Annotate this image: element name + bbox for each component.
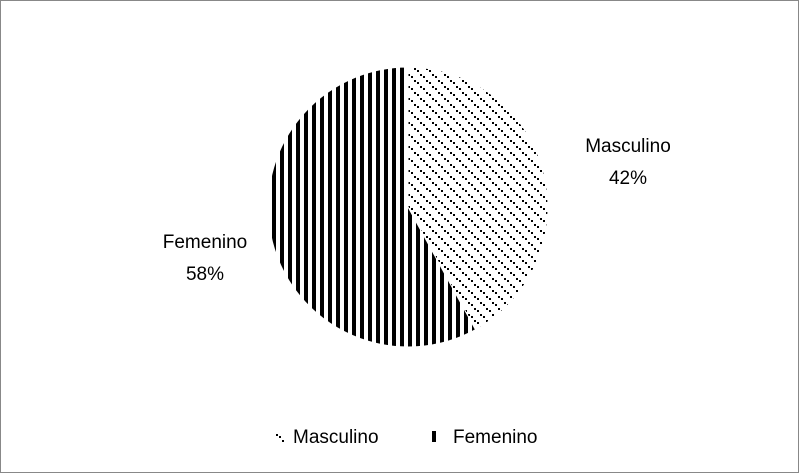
slice-label-value: 42% [609,168,647,189]
legend-swatch [275,431,285,442]
slice-label-value: 58% [186,264,224,285]
legend-label: Femenino [453,427,538,448]
slice-label-name: Femenino [163,232,248,253]
legend-label: Masculino [293,427,379,448]
slice-label-name: Masculino [585,136,671,157]
pie-slice [267,66,477,348]
legend-swatch [430,431,440,442]
pie-slice [407,66,549,331]
